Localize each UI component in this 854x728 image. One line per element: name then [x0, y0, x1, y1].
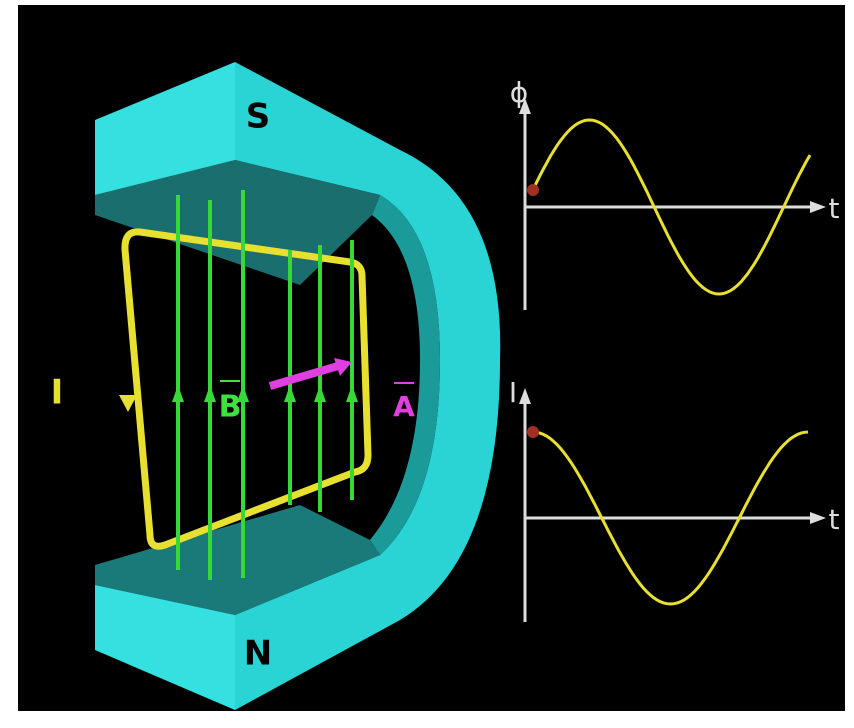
south-label: S [246, 97, 271, 137]
scene: S N I B A ϕ t I t [0, 0, 854, 724]
time-axis-label: t [829, 192, 840, 225]
current-marker [527, 426, 539, 438]
field-label: B [219, 390, 242, 425]
flux-marker [527, 184, 539, 196]
current-axis-label: I [509, 376, 517, 409]
current-label: I [51, 373, 64, 413]
time-axis-label: t [829, 503, 840, 536]
page: {"magnet": {"south": "S", "north": "N"},… [0, 0, 854, 724]
area-label: A [393, 390, 415, 423]
north-label: N [244, 634, 272, 674]
flux-axis-label: ϕ [510, 76, 528, 109]
